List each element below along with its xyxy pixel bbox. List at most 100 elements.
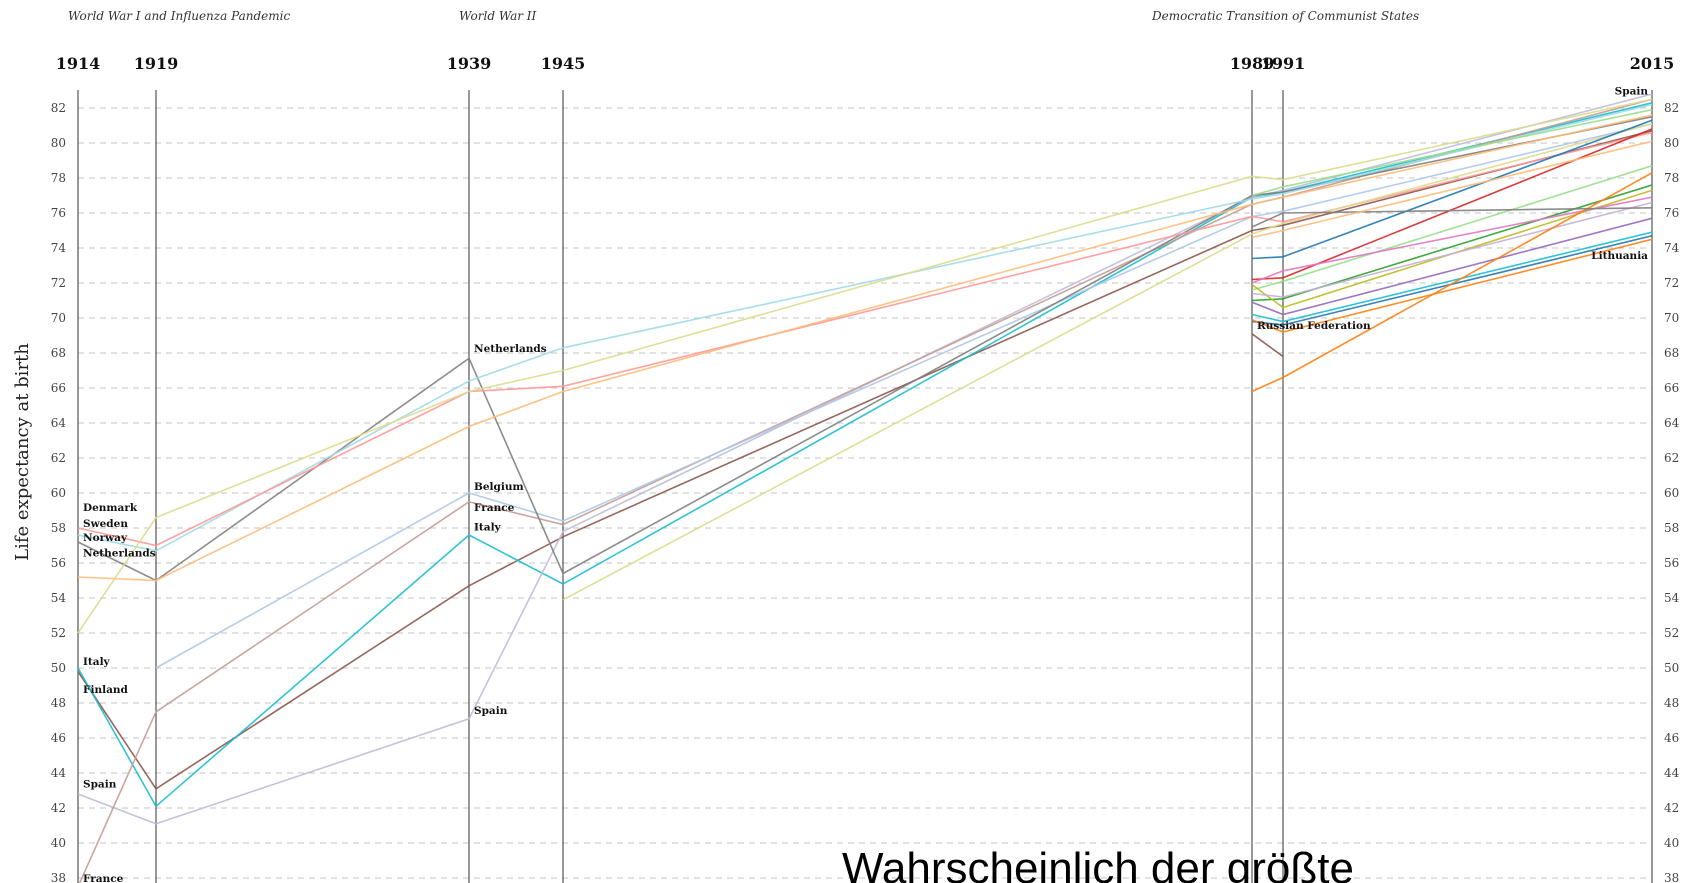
y-tick-label: 38 (1664, 871, 1679, 883)
event-titles: World War I and Influenza Pandemic World … (68, 9, 1419, 23)
country-line (1251, 235, 1653, 326)
y-tick-label: 78 (51, 171, 66, 185)
y-tick-label: 46 (1664, 731, 1679, 745)
y-tick-label: 78 (1664, 171, 1679, 185)
y-tick-label: 50 (51, 661, 66, 675)
year-label: 1919 (134, 54, 179, 73)
y-tick-label: 56 (51, 556, 66, 570)
year-label: 1914 (56, 54, 101, 73)
y-tick-label: 42 (51, 801, 66, 815)
country-line (1251, 238, 1653, 333)
country-label: Sweden (83, 518, 128, 530)
y-tick-label: 76 (1664, 206, 1679, 220)
y-tick-label: 66 (1664, 381, 1679, 395)
y-tick-label: 60 (51, 486, 66, 500)
y-tick-label: 76 (51, 206, 66, 220)
y-tick-label: 48 (51, 696, 66, 710)
country-line (155, 123, 1653, 669)
y-tick-label: 54 (51, 591, 67, 605)
y-tick-label: 46 (51, 731, 66, 745)
year-label: 1991 (1261, 54, 1306, 73)
country-label: Spain (83, 779, 117, 791)
y-tick-label: 58 (51, 521, 66, 535)
y-tick-label: 52 (51, 626, 66, 640)
country-line (77, 116, 1653, 582)
country-label: Spain (1615, 86, 1649, 98)
country-series (77, 93, 1653, 883)
y-tick-label: 58 (1664, 521, 1679, 535)
y-tick-label: 80 (1664, 136, 1679, 150)
y-tick-label: 68 (51, 346, 66, 360)
y-tick-label: 82 (1664, 101, 1679, 115)
y-tick-label: 80 (51, 136, 66, 150)
country-line (1251, 207, 1653, 228)
y-tick-label: 56 (1664, 556, 1679, 570)
country-line (562, 123, 1653, 601)
y-axis-right: 38 40 42 44 46 48 50 52 54 56 58 60 62 64 66 68 70 72 74 76… (1664, 101, 1680, 883)
y-tick-label: 40 (51, 836, 66, 850)
country-label: France (83, 873, 124, 883)
y-tick-label: 62 (51, 451, 66, 465)
country-line (1251, 333, 1284, 358)
country-line (1251, 172, 1653, 393)
country-line (77, 93, 1653, 825)
country-line (78, 98, 1653, 883)
y-axis-label: Life expectancy at birth (12, 343, 33, 561)
country-line (77, 114, 1653, 582)
country-label: Lithuania (1591, 250, 1648, 262)
y-tick-label: 70 (1664, 311, 1679, 325)
country-line (1251, 108, 1653, 197)
country-label: Italy (474, 521, 502, 533)
country-line (1251, 196, 1653, 284)
country-line (1251, 189, 1653, 309)
country-label: Finland (83, 684, 129, 696)
year-label: 2015 (1630, 54, 1675, 73)
country-line (1251, 140, 1653, 239)
y-tick-label: 44 (1664, 766, 1680, 780)
y-tick-label: 48 (1664, 696, 1679, 710)
y-tick-label: 64 (51, 416, 67, 430)
country-label: Norway (83, 532, 128, 544)
y-tick-label: 52 (1664, 626, 1679, 640)
y-tick-label: 74 (1664, 241, 1680, 255)
country-line (77, 103, 1653, 552)
event-title: Democratic Transition of Communist State… (1151, 9, 1419, 23)
country-line (77, 131, 1653, 547)
y-tick-label: 82 (51, 101, 66, 115)
year-label: 1939 (447, 54, 492, 73)
country-labels: Denmark Sweden Norway Netherlands Italy Finla… (83, 86, 1648, 883)
y-tick-label: 44 (51, 766, 67, 780)
country-label: Belgium (474, 481, 524, 493)
y-tick-label: 50 (1664, 661, 1679, 675)
country-label: Russian Federation (1257, 320, 1371, 332)
country-line (1251, 165, 1653, 291)
country-line (77, 98, 1653, 634)
country-line (1251, 119, 1653, 260)
country-line (1251, 184, 1653, 302)
country-label: Netherlands (474, 343, 547, 355)
y-tick-label: 72 (1664, 276, 1679, 290)
country-label: Netherlands (83, 548, 156, 560)
y-tick-label: 54 (1664, 591, 1680, 605)
country-label: Italy (83, 656, 111, 668)
country-line (77, 130, 1653, 790)
country-line (1251, 201, 1653, 298)
y-tick-label: 42 (1664, 801, 1679, 815)
event-title: World War I and Influenza Pandemic (68, 9, 290, 23)
y-tick-label: 74 (51, 241, 67, 255)
year-label: 1989 (1230, 54, 1275, 73)
y-tick-label: 66 (51, 381, 66, 395)
y-tick-label: 64 (1664, 416, 1680, 430)
y-tick-label: 40 (1664, 836, 1679, 850)
y-axis-left: 38 40 42 44 46 48 50 52 54 56 58 60 62 64 66 68 70 72 74 76… (51, 101, 67, 883)
y-tick-label: 72 (51, 276, 66, 290)
country-label: Denmark (83, 502, 138, 514)
y-tick-label: 62 (1664, 451, 1679, 465)
y-tick-label: 60 (1664, 486, 1679, 500)
country-label: Spain (474, 705, 508, 717)
y-tick-label: 68 (1664, 346, 1679, 360)
country-line (1251, 217, 1653, 316)
event-title: World War II (459, 9, 537, 23)
country-label: France (474, 502, 515, 514)
